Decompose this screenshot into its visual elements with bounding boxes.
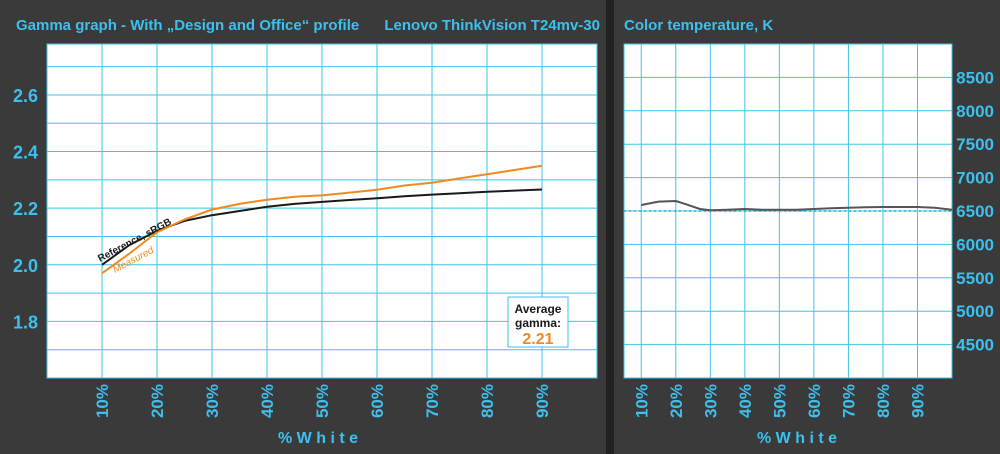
color-temp-x-tick-label: 60%: [805, 384, 824, 418]
gamma-x-tick-label: 40%: [258, 384, 277, 418]
color-temp-x-tick-label: 80%: [874, 384, 893, 418]
gamma-x-tick-label: 70%: [423, 384, 442, 418]
left-chart-subtitle: Lenovo ThinkVision T24mv-30: [384, 17, 600, 34]
gamma-y-tick-label: 2.2: [13, 199, 38, 219]
gamma-x-tick-label: 10%: [93, 384, 112, 418]
color-temp-x-tick-label: 70%: [839, 384, 858, 418]
gamma-x-tick-label: 20%: [148, 384, 167, 418]
gamma-y-tick-label: 2.6: [13, 86, 38, 106]
color-temp-y-tick-label: 5000: [956, 302, 994, 321]
color-temp-y-tick-label: 7000: [956, 169, 994, 188]
left-x-axis-label: % W h i t e: [278, 430, 358, 447]
gamma-y-tick-label: 2.0: [13, 256, 38, 276]
color-temp-x-tick-label: 30%: [701, 384, 720, 418]
color-temp-x-tick-label: 50%: [770, 384, 789, 418]
color-temp-y-tick-label: 5500: [956, 269, 994, 288]
gamma-x-tick-label: 50%: [313, 384, 332, 418]
color-temp-y-tick-label: 8000: [956, 102, 994, 121]
gamma-y-tick-label: 1.8: [13, 312, 38, 332]
left-chart-title: Gamma graph - With „Design and Office“ p…: [16, 17, 359, 34]
measured-series-line: [101, 164, 543, 275]
gamma-x-tick-label: 80%: [478, 384, 497, 418]
gamma-plot-area: 1.8 2.0 2.2 2.4 2.6 10% 20% 30% 40% 50% 60% 70% 80% 9…: [13, 43, 598, 418]
average-gamma-box: Average gamma: 2.21: [507, 296, 569, 348]
average-gamma-label-line1: Average: [515, 302, 562, 316]
color-temp-x-tick-label: 90%: [908, 384, 927, 418]
color-temp-x-tick-label: 40%: [736, 384, 755, 418]
right-x-axis-label: % W h i t e: [757, 430, 837, 447]
color-temp-series-line: [641, 200, 953, 212]
right-chart-title: Color temperature, K: [624, 17, 773, 34]
panel-divider: [606, 0, 614, 454]
color-temp-x-tick-label: 20%: [667, 384, 686, 418]
gamma-y-tick-label: 2.4: [13, 143, 38, 163]
average-gamma-value: 2.21: [522, 331, 553, 348]
color-temp-y-tick-label: 4500: [956, 336, 994, 355]
gamma-x-tick-label: 90%: [533, 384, 552, 418]
color-temp-plot-area: 4500 5000 5500 6000 6500 7000 7500 8000 8500 10% 2…: [623, 43, 994, 418]
gamma-x-tick-label: 60%: [368, 384, 387, 418]
color-temp-y-tick-label: 8500: [956, 68, 994, 87]
color-temp-y-tick-label: 6000: [956, 235, 994, 254]
color-temp-y-tick-label: 6500: [956, 202, 994, 221]
average-gamma-box-frame: [507, 296, 569, 348]
color-temp-x-tick-label: 10%: [632, 384, 651, 418]
gamma-x-tick-label: 30%: [203, 384, 222, 418]
average-gamma-label-line2: gamma:: [515, 316, 561, 330]
color-temp-y-tick-label: 7500: [956, 135, 994, 154]
